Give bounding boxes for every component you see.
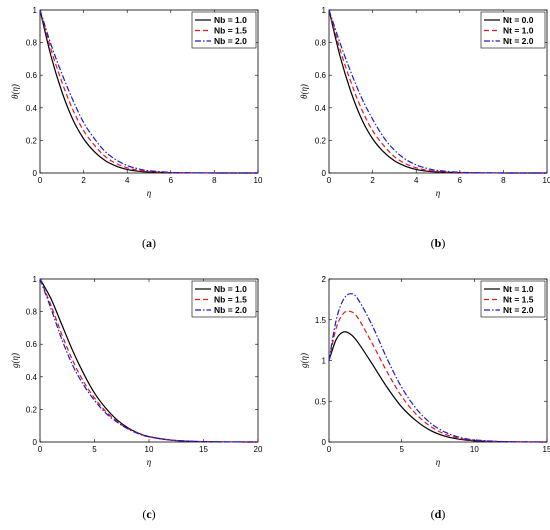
y-tick-label: 1.5 [315,316,327,325]
series-line-3 [39,278,259,443]
legend-box [191,280,257,318]
legend-entry: Nb = 1.0 [214,15,247,25]
y-axis-label: g(η) [10,353,20,368]
chart-panel-a: 0 2 4 6 8 10 0 0.2 0.4 0.6 0.8 1 η θ(η) Nb = 1.0Nb = 1… [10,6,263,250]
legend-entry: Nt = 1.5 [503,295,534,305]
x-tick-label: 0 [38,445,43,454]
series-line-3 [39,9,259,174]
x-tick-label: 0 [38,176,43,185]
y-tick-label: 0.4 [26,104,38,113]
panel-caption: (a) [142,236,156,250]
x-tick-label: 10 [145,445,154,454]
legend-entry: Nb = 1.5 [214,26,247,36]
y-axis-label: θ(η) [299,84,309,99]
y-tick-label: 0 [33,169,38,178]
chart-panel-d: 0 5 10 15 0 0.5 1 1.5 2 η g(η) Nt = 1.0Nt = 1.5Nt =… [299,275,550,521]
y-axis-label: θ(η) [10,84,20,99]
y-tick-label: 0.8 [26,39,38,48]
series-line-2 [328,9,548,174]
x-tick-label: 4 [414,176,419,185]
legend-entry: Nb = 2.0 [214,36,247,46]
y-tick-label: 0.6 [26,340,38,349]
y-tick-label: 1 [322,357,327,366]
panel-caption: (c) [142,507,155,521]
panel-caption: (d) [431,507,446,521]
x-tick-label: 2 [81,176,86,185]
x-tick-label: 2 [370,176,375,185]
legend-entry: Nt = 2.0 [503,36,534,46]
legend-entry: Nb = 1.5 [214,295,247,305]
x-tick-label: 15 [199,445,208,454]
plot-area [39,9,259,174]
x-tick-label: 10 [254,176,263,185]
legend-box [480,280,546,318]
x-tick-label: 15 [543,445,550,454]
x-tick-label: 5 [92,445,97,454]
legend-box [191,11,257,49]
legend-entry: Nt = 1.0 [503,26,534,36]
x-tick-label: 0 [327,445,332,454]
y-tick-label: 0 [33,438,38,447]
legend-entry: Nb = 1.0 [214,284,247,294]
legend-entry: Nt = 0.0 [503,15,534,25]
y-tick-label: 0.8 [26,308,38,317]
legend-entry: Nb = 2.0 [214,305,247,315]
y-tick-label: 1 [322,6,327,15]
y-axis-label: g(η) [299,353,309,368]
x-axis-label: η [147,457,152,467]
x-tick-label: 10 [543,176,550,185]
y-tick-label: 0 [322,438,327,447]
panel-caption: (b) [431,236,446,250]
series-line-2 [328,310,548,443]
x-axis-label: η [436,188,441,198]
x-tick-label: 0 [327,176,332,185]
x-tick-label: 10 [470,445,479,454]
y-tick-label: 0.2 [26,136,38,145]
x-tick-label: 6 [169,176,174,185]
legend-box [480,11,546,49]
series-line-3 [328,293,548,443]
y-tick-label: 0 [322,169,327,178]
x-tick-label: 20 [254,445,263,454]
x-tick-label: 5 [399,445,404,454]
x-tick-label: 6 [458,176,463,185]
legend-entry: Nt = 1.0 [503,284,534,294]
series-line-1 [328,331,548,443]
y-tick-label: 0.6 [26,71,38,80]
y-tick-label: 0.4 [26,373,38,382]
y-tick-label: 1 [33,6,38,15]
x-axis-label: η [436,457,441,467]
x-axis-label: η [147,188,152,198]
y-tick-label: 2 [322,275,327,284]
x-tick-label: 8 [501,176,506,185]
x-tick-label: 8 [212,176,217,185]
chart-panel-b: 0 2 4 6 8 10 0 0.2 0.4 0.6 0.8 1 η θ(η) Nt = 0.0Nt = 1… [299,6,550,250]
y-tick-label: 0.4 [315,104,327,113]
x-tick-label: 4 [125,176,130,185]
plot-area [328,9,548,174]
legend-entry: Nt = 2.0 [503,305,534,315]
y-tick-label: 0.2 [315,136,327,145]
series-line-3 [328,9,548,174]
y-tick-label: 0.5 [315,397,327,406]
series-line-2 [39,278,259,443]
y-tick-label: 1 [33,275,38,284]
y-tick-label: 0.6 [315,71,327,80]
series-line-2 [39,9,259,174]
y-tick-label: 0.8 [315,39,327,48]
y-tick-label: 0.2 [26,405,38,414]
